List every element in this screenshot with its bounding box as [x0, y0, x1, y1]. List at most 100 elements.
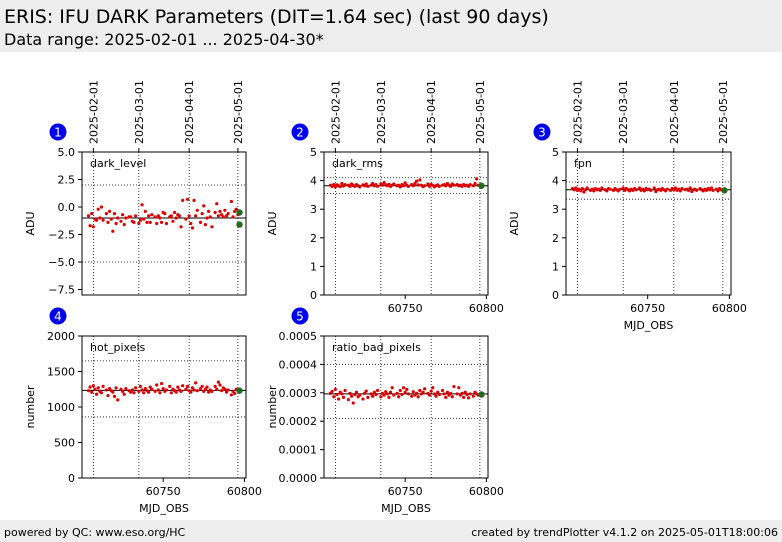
panel-badge-number: 2: [296, 126, 304, 140]
data-point: [158, 216, 162, 220]
page-subtitle: Data range: 2025-02-01 ... 2025-04-30*: [4, 30, 324, 49]
data-point: [432, 392, 437, 396]
data-point: [111, 229, 115, 233]
y-tick-label: 0.0004: [279, 358, 318, 371]
panel-dark_level: 5.0 2.5 0.0 −2.5 −5.0 −7.5 2025-02-01 2025-03-0…: [24, 80, 247, 297]
y-tick-label: 2: [552, 232, 559, 245]
parameter-label: dark_level: [90, 157, 146, 170]
data-point: [398, 185, 402, 189]
latest-point: [236, 387, 243, 394]
panel-hot_pixels: 0 500 1000 1500 2000 60750 60800 hot_pixelsnumb…: [24, 307, 262, 515]
data-point: [362, 391, 367, 395]
data-point: [140, 388, 144, 392]
panel-badge-number: 1: [54, 126, 62, 140]
x-tick-label: 60750: [388, 485, 423, 498]
data-point: [185, 197, 190, 201]
data-point: [449, 391, 453, 395]
data-point: [353, 392, 357, 397]
panel-badge: [533, 123, 551, 141]
data-point: [179, 389, 183, 393]
data-point: [437, 184, 441, 188]
data-point: [231, 215, 235, 219]
data-point: [379, 395, 383, 399]
date-tick-label: 2025-03-01: [133, 80, 146, 144]
data-point: [335, 392, 339, 397]
data-point: [215, 202, 219, 206]
data-point: [93, 387, 97, 391]
data-point: [445, 390, 450, 394]
data-point: [450, 395, 454, 399]
data-point: [585, 186, 589, 190]
data-point: [673, 186, 678, 190]
data-point: [159, 220, 164, 224]
data-point: [202, 204, 206, 208]
panel-badge-number: 4: [54, 310, 62, 324]
data-point: [156, 214, 160, 218]
data-point: [403, 181, 407, 185]
data-point: [384, 390, 388, 394]
data-point: [392, 393, 396, 397]
data-point: [423, 184, 427, 188]
data-point: [375, 184, 380, 188]
data-point: [427, 393, 432, 397]
data-point: [678, 189, 682, 193]
data-point: [210, 225, 214, 229]
data-point: [153, 389, 157, 393]
data-point: [124, 386, 128, 391]
data-point: [114, 221, 118, 226]
data-point: [194, 214, 198, 218]
data-point: [382, 181, 386, 185]
data-point: [159, 381, 164, 386]
data-point: [164, 388, 169, 392]
panel-ratio_bad_pixels: 0.0000 0.0001 0.0002 0.0003 0.0004 0.0005 6075…: [266, 307, 504, 515]
data-point: [146, 390, 151, 394]
data-point: [138, 218, 143, 222]
data-point: [375, 388, 380, 393]
data-point: [371, 394, 375, 398]
x-axis-label: MJD_OBS: [381, 502, 431, 515]
data-point: [111, 390, 115, 394]
y-tick-label: 0.0000: [279, 472, 318, 485]
data-point: [189, 390, 193, 394]
data-point: [340, 392, 344, 396]
data-point: [385, 392, 389, 396]
data-point: [207, 209, 211, 213]
data-point: [437, 392, 441, 397]
data-point: [471, 394, 475, 398]
plot-frame: [565, 151, 732, 296]
plot-frame: [323, 151, 489, 296]
y-axis-label: ADU: [266, 211, 279, 235]
data-point: [634, 188, 638, 192]
parameter-label: hot_pixels: [90, 341, 146, 354]
data-point: [155, 221, 159, 226]
y-tick-label: 5: [310, 146, 317, 159]
data-point: [150, 213, 154, 217]
data-point: [343, 183, 347, 187]
y-tick-label: −7.5: [48, 284, 75, 297]
latest-point: [478, 182, 485, 189]
data-point: [371, 181, 375, 186]
data-point: [369, 392, 373, 396]
y-tick-label: 5: [552, 146, 559, 159]
data-point: [95, 392, 99, 396]
data-point: [122, 392, 126, 396]
data-point: [460, 391, 464, 395]
date-tick-label: 2025-05-01: [232, 80, 245, 144]
data-point: [88, 385, 92, 389]
data-point: [418, 388, 422, 393]
date-tick-label: 2025-05-01: [717, 80, 730, 144]
data-point: [346, 398, 350, 402]
y-tick-label: 1000: [47, 401, 75, 414]
data-point: [129, 215, 133, 219]
data-point: [468, 392, 472, 396]
data-point: [429, 389, 433, 393]
data-point: [598, 188, 602, 192]
date-tick-label: 2025-02-01: [571, 80, 584, 144]
data-point: [220, 389, 224, 393]
data-point: [226, 212, 230, 216]
data-point: [198, 220, 203, 224]
data-point: [234, 207, 238, 211]
data-point: [444, 395, 448, 399]
data-point: [637, 186, 642, 190]
panel-badge: [291, 307, 309, 325]
